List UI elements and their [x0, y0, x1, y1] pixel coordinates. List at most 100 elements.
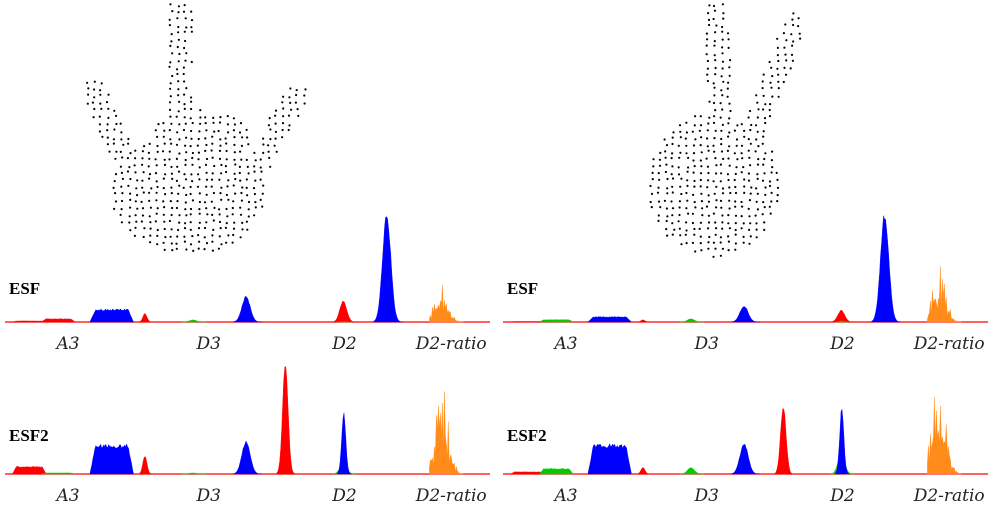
- cloud-point: [763, 172, 766, 175]
- cloud-point: [147, 151, 150, 154]
- cloud-point: [232, 117, 235, 120]
- cloud-point: [176, 235, 179, 238]
- cloud-point: [171, 249, 174, 252]
- cloud-point: [134, 171, 137, 174]
- series-3-segment-12: [927, 397, 962, 475]
- cloud-point: [287, 128, 290, 132]
- x-label-d2-ratio: D2-ratio: [415, 486, 487, 506]
- cloud-point: [155, 164, 158, 167]
- cloud-point: [171, 52, 174, 55]
- cloud-point: [176, 131, 179, 134]
- cloud-point: [178, 100, 181, 103]
- cloud-point: [303, 94, 306, 97]
- cloud-point: [748, 242, 751, 245]
- cloud-point: [776, 178, 779, 181]
- cloud-point: [156, 135, 159, 138]
- cloud-point: [686, 179, 689, 182]
- cloud-point: [177, 170, 181, 173]
- x-label-d3: D3: [195, 334, 220, 354]
- cloud-point: [762, 130, 765, 133]
- cloud-point: [154, 158, 157, 161]
- x-label-d2: D2: [829, 334, 854, 354]
- cloud-point: [93, 80, 96, 83]
- cloud-point: [727, 222, 730, 225]
- cloud-point: [693, 185, 696, 188]
- cloud-point: [183, 30, 186, 33]
- cloud-point: [170, 213, 173, 217]
- cloud-point: [226, 123, 229, 126]
- cloud-point: [162, 177, 165, 180]
- cloud-point: [183, 80, 186, 83]
- cloud-point: [720, 129, 723, 132]
- cloud-point: [714, 221, 717, 224]
- cloud-point: [178, 221, 181, 224]
- cloud-point: [119, 122, 122, 125]
- cloud-point: [86, 81, 89, 84]
- cloud-point: [721, 3, 725, 6]
- cloud-point: [178, 184, 181, 187]
- series-0-segment-7: [276, 366, 297, 475]
- cloud-point: [678, 124, 682, 127]
- cloud-point: [762, 94, 765, 97]
- cloud-point: [678, 200, 682, 203]
- cloud-point: [727, 38, 730, 41]
- cloud-point: [693, 233, 696, 236]
- cloud-point: [671, 142, 674, 146]
- cloud-point: [184, 178, 188, 181]
- cloud-point: [707, 227, 710, 230]
- cloud-point: [707, 194, 710, 197]
- cloud-point: [749, 222, 752, 225]
- cloud-point: [665, 207, 669, 210]
- cloud-point: [768, 205, 771, 208]
- cloud-point: [685, 131, 689, 134]
- cloud-point: [728, 199, 731, 202]
- cloud-point: [211, 213, 214, 216]
- cloud-point: [203, 201, 207, 204]
- cloud-point: [87, 87, 90, 90]
- cloud-point: [175, 247, 178, 250]
- cloud-point: [259, 198, 262, 201]
- cloud-point: [134, 226, 137, 229]
- cloud-point: [206, 213, 209, 216]
- cloud-point: [246, 228, 249, 231]
- cloud-point: [177, 94, 180, 97]
- cloud-point: [254, 179, 257, 182]
- cloud-point: [127, 184, 130, 187]
- cloud-point: [162, 213, 165, 216]
- series-0-segment-0: [510, 321, 545, 323]
- cloud-point: [115, 122, 118, 126]
- cloud-point: [775, 171, 778, 174]
- cloud-point: [233, 143, 236, 146]
- cloud-point: [303, 102, 306, 105]
- cloud-point: [218, 178, 221, 181]
- cloud-point: [720, 206, 723, 209]
- cloud-point: [182, 10, 186, 13]
- cloud-point: [656, 191, 660, 194]
- cloud-point: [686, 184, 689, 187]
- cloud-point: [262, 137, 265, 140]
- cloud-point: [677, 166, 680, 169]
- cloud-point: [764, 103, 767, 106]
- cloud-point: [182, 66, 185, 69]
- cloud-point: [768, 180, 772, 183]
- cloud-point: [185, 151, 188, 154]
- cloud-point: [714, 109, 717, 112]
- cloud-point: [297, 114, 300, 117]
- cloud-point: [699, 115, 702, 118]
- cloud-point: [679, 130, 682, 133]
- cloud-point: [253, 170, 256, 173]
- cloud-point: [189, 213, 192, 216]
- cloud-point: [700, 151, 703, 154]
- series-2-segment-2: [89, 443, 134, 475]
- cloud-point: [652, 158, 655, 161]
- cloud-point: [727, 157, 730, 160]
- cloud-point: [720, 150, 724, 153]
- cloud-point: [721, 94, 724, 97]
- cloud-point: [213, 164, 216, 168]
- cloud-point: [785, 39, 788, 42]
- cloud-point: [698, 227, 701, 230]
- cloud-point: [143, 227, 146, 230]
- cloud-point: [122, 143, 125, 146]
- row-label: ESF: [507, 279, 538, 298]
- cloud-point: [112, 186, 115, 189]
